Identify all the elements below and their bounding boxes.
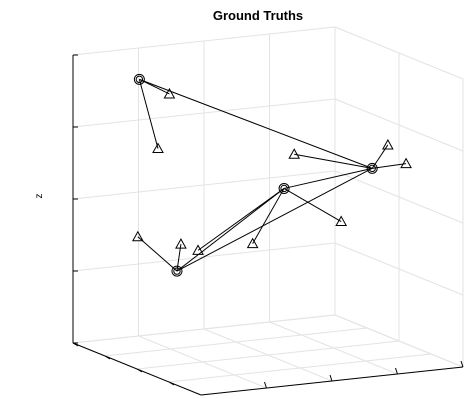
ground-truth-marker bbox=[163, 87, 176, 99]
ground-truth-marker bbox=[288, 148, 301, 159]
cluster-center-marker bbox=[368, 164, 376, 173]
link-line bbox=[372, 163, 407, 169]
x-tick bbox=[460, 360, 464, 368]
cluster-center-marker bbox=[280, 184, 288, 193]
ground-truth-marker bbox=[152, 142, 164, 154]
ground-truth-marker bbox=[131, 230, 144, 242]
ground-truth-marker bbox=[400, 157, 412, 169]
x-tick bbox=[395, 367, 398, 375]
link-line bbox=[138, 79, 159, 149]
cluster-center-marker bbox=[366, 162, 378, 174]
link-line bbox=[283, 188, 342, 222]
y-tick bbox=[136, 368, 143, 373]
ground-truth-marker bbox=[382, 138, 394, 150]
grid-line bbox=[168, 353, 432, 383]
cluster-center-marker bbox=[135, 75, 144, 84]
link-line bbox=[176, 188, 285, 272]
cluster-center-marker bbox=[133, 73, 145, 85]
x-tick bbox=[264, 381, 267, 389]
x-tick bbox=[329, 374, 333, 382]
y-tick bbox=[104, 355, 111, 360]
grid-line bbox=[136, 340, 400, 370]
link-line bbox=[176, 167, 373, 272]
ground-truth-marker bbox=[175, 238, 187, 249]
cluster-center-marker bbox=[278, 182, 290, 194]
link-line bbox=[139, 78, 373, 169]
link-line bbox=[294, 153, 373, 169]
cluster-center-marker bbox=[171, 265, 183, 277]
grid-line bbox=[72, 314, 336, 344]
ground-truth-marker bbox=[335, 215, 348, 227]
y-tick bbox=[168, 381, 175, 386]
grid bbox=[72, 26, 464, 396]
z-axis-label: z bbox=[34, 194, 45, 199]
links bbox=[137, 78, 407, 272]
link-line bbox=[197, 188, 285, 251]
markers bbox=[131, 73, 412, 277]
cluster-center-marker bbox=[173, 267, 181, 275]
link-line bbox=[252, 188, 285, 244]
chart-title: Ground Truths bbox=[213, 8, 303, 23]
link-line bbox=[137, 236, 178, 272]
axes bbox=[72, 54, 464, 396]
ground-truth-marker bbox=[192, 244, 204, 255]
link-line bbox=[283, 167, 373, 189]
y-tick bbox=[72, 342, 79, 347]
ground-truth-marker bbox=[246, 237, 259, 249]
grid-line bbox=[104, 327, 368, 357]
